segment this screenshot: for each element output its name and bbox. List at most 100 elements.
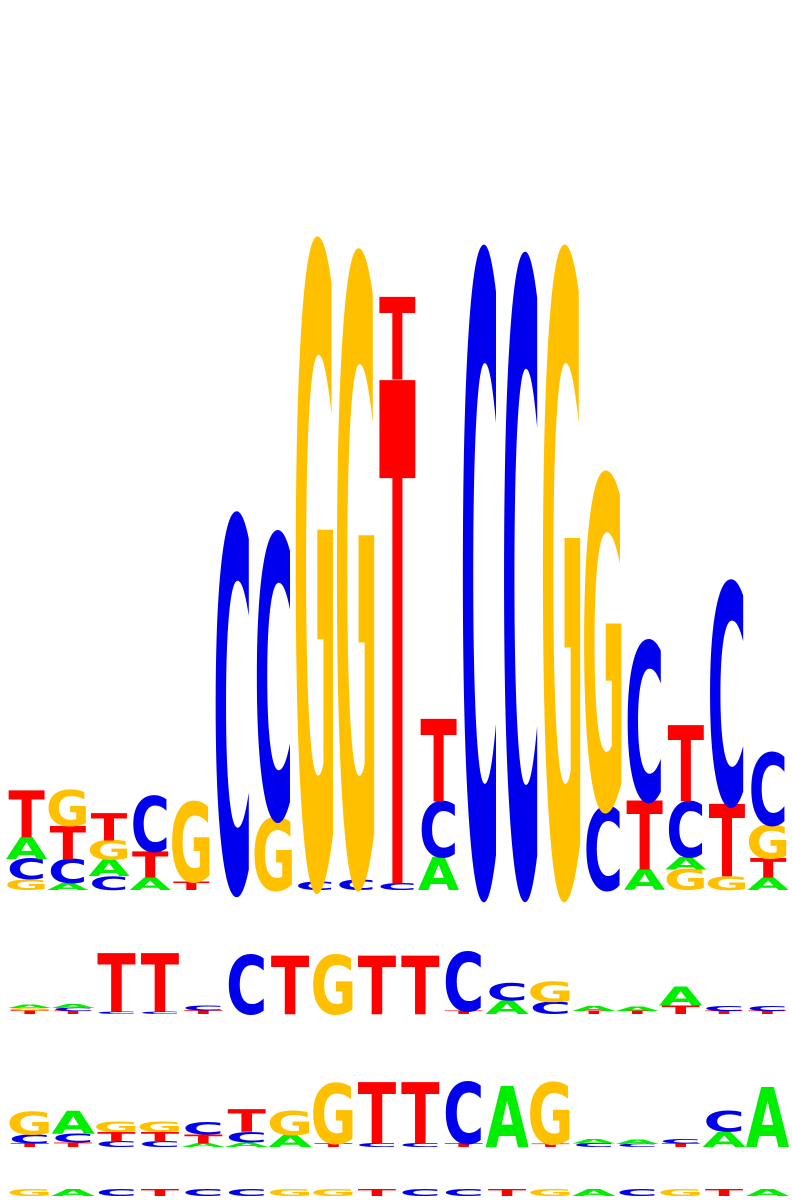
logo-column: ATC: [624, 600, 665, 897]
logo-column: C: [183, 1187, 224, 1199]
nucleotide-c: C: [625, 600, 664, 853]
logo-column: CG: [293, 76, 337, 1088]
nucleotide-t: T: [8, 777, 44, 852]
nucleotide-g: G: [310, 940, 356, 1034]
nucleotide-c: C: [703, 1005, 744, 1013]
logo-column: TC: [443, 1064, 484, 1163]
logo-column: A: [746, 1187, 791, 1199]
nucleotide-c: C: [443, 937, 484, 1031]
nucleotide-c: C: [660, 1138, 701, 1145]
nucleotide-t: T: [141, 1187, 180, 1199]
logo-column: TG: [527, 1065, 573, 1164]
nucleotide-t: T: [91, 805, 128, 849]
nucleotide-c: C: [89, 873, 128, 895]
nucleotide-t: T: [444, 1010, 482, 1015]
logo-column: TC: [703, 1005, 744, 1015]
nucleotide-g: G: [527, 1187, 573, 1199]
nucleotide-c: C: [48, 853, 87, 891]
nucleotide-t: T: [662, 1142, 701, 1148]
logo-column: T: [488, 1187, 527, 1199]
nucleotide-c: C: [400, 1187, 441, 1199]
nucleotide-c: C: [139, 1140, 180, 1149]
nucleotide-a: A: [616, 1006, 660, 1013]
logo-column: A: [485, 1068, 529, 1167]
nucleotide-c: C: [139, 1011, 180, 1015]
nucleotide-g: G: [310, 1187, 356, 1199]
logo-column: TG: [169, 781, 213, 908]
logo-column: CG: [527, 977, 573, 1018]
nucleotide-c: C: [96, 1187, 137, 1199]
nucleotide-t: T: [173, 880, 210, 893]
nucleotide-t: T: [184, 1132, 223, 1147]
nucleotide-t: T: [420, 697, 456, 829]
nucleotide-c: C: [7, 854, 46, 887]
nucleotide-t: T: [141, 937, 180, 1031]
logo-column: T: [141, 1187, 180, 1199]
nucleotide-t: T: [358, 940, 397, 1034]
logo-column: CA: [572, 1138, 616, 1149]
nucleotide-t: T: [228, 1103, 266, 1139]
nucleotide-g: G: [137, 1119, 183, 1136]
nucleotide-a: A: [665, 854, 707, 874]
logo-column: CT: [400, 1064, 441, 1163]
nucleotide-a: A: [88, 855, 130, 882]
nucleotide-a: A: [746, 1071, 790, 1167]
logo-column: C: [226, 1187, 267, 1199]
nucleotide-c: C: [52, 1131, 93, 1146]
logo-column: C: [213, 416, 252, 1011]
nucleotide-c: C: [530, 998, 571, 1018]
logo-column: TA: [616, 1006, 660, 1016]
nucleotide-g: G: [527, 1065, 573, 1164]
nucleotide-c: C: [226, 1129, 267, 1146]
nucleotide-t: T: [575, 1010, 613, 1015]
logo-column: G: [7, 1187, 53, 1199]
logo-column: AG: [267, 1104, 313, 1151]
nucleotide-g: G: [664, 864, 708, 897]
nucleotide-c: C: [213, 416, 252, 1011]
nucleotide-c: C: [9, 1132, 50, 1147]
logo-column: TC: [747, 1005, 788, 1015]
nucleotide-c: C: [443, 1064, 484, 1163]
nucleotide-c: C: [226, 1187, 267, 1199]
nucleotide-a: A: [659, 982, 703, 1012]
nucleotide-c: C: [183, 1187, 224, 1199]
logo-column: AC: [485, 979, 529, 1019]
nucleotide-g: G: [267, 1187, 313, 1199]
nucleotide-c: C: [486, 979, 527, 1007]
nucleotide-c: C: [183, 1119, 224, 1138]
nucleotide-t: T: [141, 1130, 180, 1145]
nucleotide-c: C: [226, 940, 267, 1034]
logo-column: CTG: [93, 1119, 139, 1149]
logo-column: GTC: [705, 524, 749, 900]
nucleotide-a: A: [51, 1187, 96, 1199]
logo-column: TGA: [7, 1004, 53, 1015]
nucleotide-t: T: [750, 853, 787, 884]
nucleotide-g: G: [252, 798, 296, 914]
nucleotide-a: A: [47, 881, 89, 892]
nucleotide-a: A: [572, 1138, 616, 1145]
logo-column: T: [401, 940, 440, 1034]
logo-column: GC: [252, 459, 296, 914]
nucleotide-t: T: [705, 1187, 744, 1199]
logo-column: G: [658, 1187, 704, 1199]
logo-column: C: [617, 1187, 658, 1199]
nucleotide-g: G: [527, 977, 573, 1008]
logo-column: G: [310, 940, 356, 1034]
nucleotide-c: C: [584, 785, 623, 917]
nucleotide-t: T: [358, 1187, 397, 1199]
nucleotide-a: A: [485, 997, 529, 1019]
nucleotide-t: T: [314, 1142, 353, 1148]
nucleotide-t: T: [662, 1003, 701, 1017]
logo-column: TG: [310, 1067, 356, 1163]
nucleotide-c: C: [460, 84, 499, 1096]
logo-column: G: [527, 1187, 573, 1199]
nucleotide-c: C: [703, 1106, 744, 1139]
logo-column: AC: [702, 1106, 746, 1152]
logo-column: CT: [356, 1064, 397, 1163]
logo-column: CTG: [137, 1119, 183, 1149]
nucleotide-c: C: [749, 733, 788, 849]
nucleotide-t: T: [50, 817, 87, 870]
